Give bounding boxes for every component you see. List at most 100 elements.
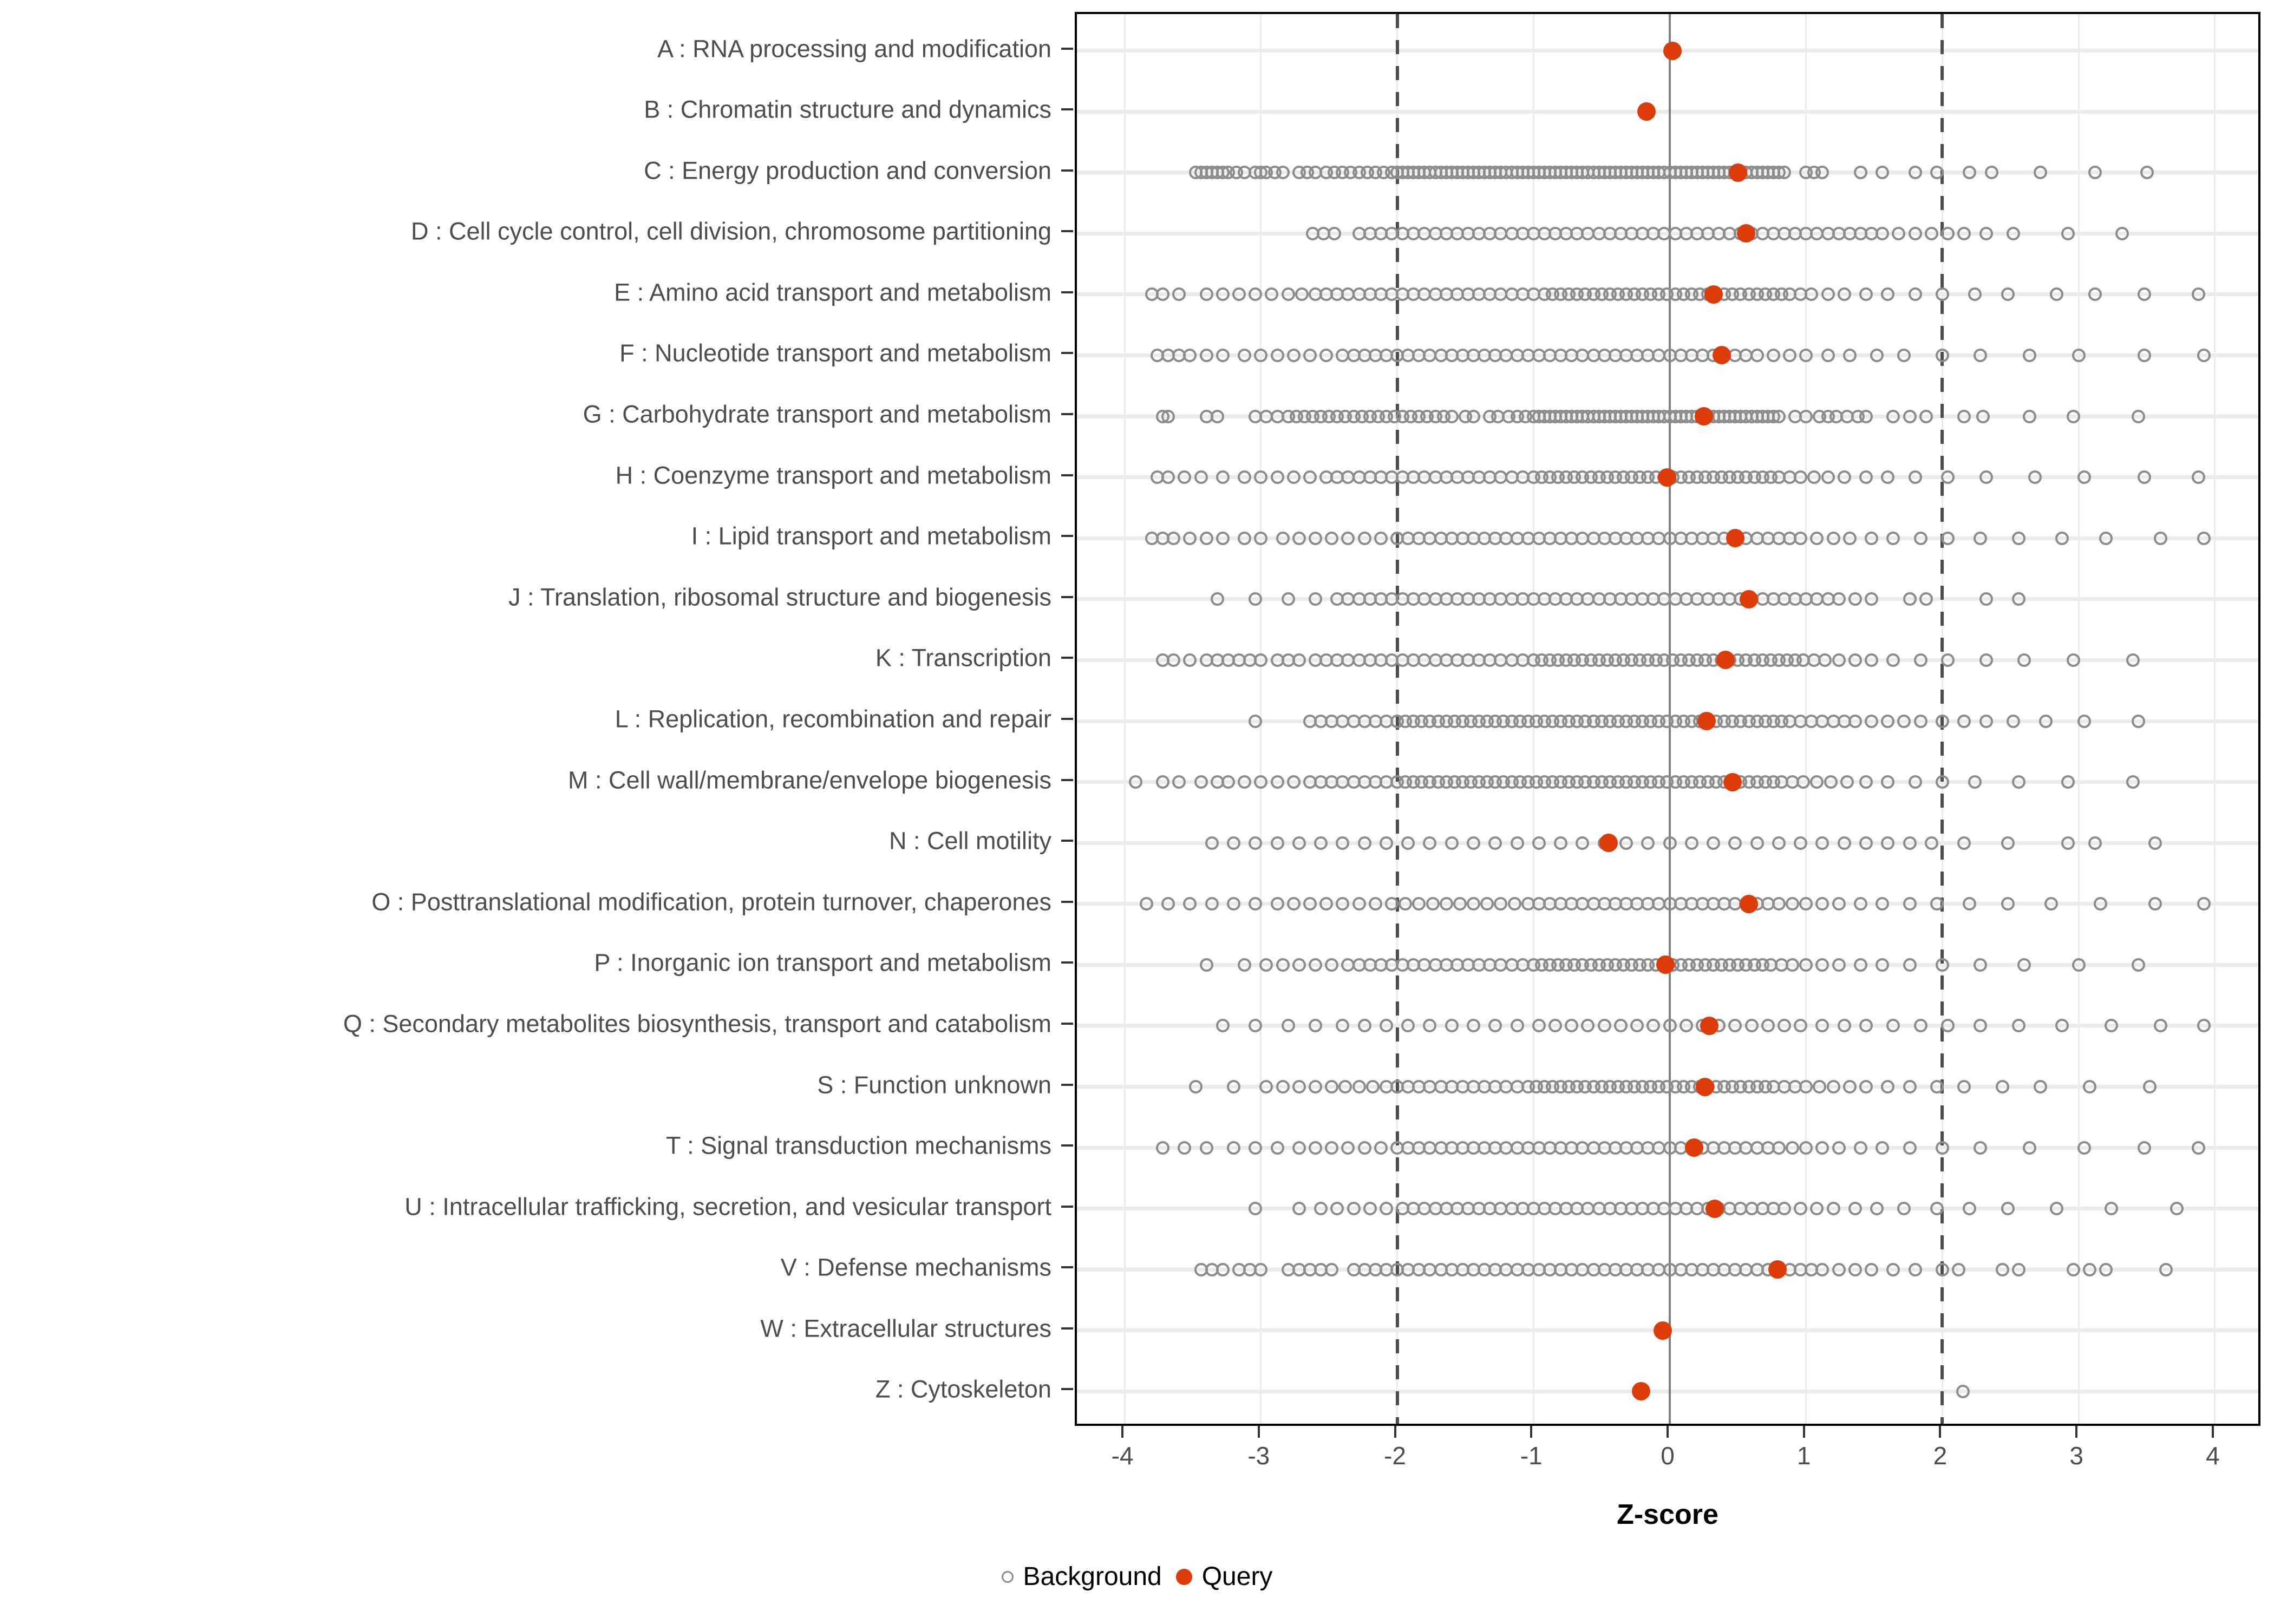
- background-point: [1777, 166, 1791, 180]
- background-point: [1865, 653, 1879, 667]
- y-axis-label-h: H : Coenzyme transport and metabolism: [615, 461, 1051, 489]
- background-point: [1554, 836, 1568, 850]
- background-point: [1281, 287, 1295, 302]
- background-point: [1249, 714, 1263, 728]
- background-point: [1976, 409, 1990, 423]
- legend-item-query[interactable]: Query: [1175, 1562, 1273, 1592]
- background-point: [1286, 897, 1301, 911]
- background-point: [1161, 897, 1175, 911]
- background-point: [1881, 287, 1895, 302]
- background-point: [1510, 1019, 1524, 1033]
- background-point: [1826, 1080, 1840, 1094]
- background-point: [1848, 592, 1862, 606]
- background-point: [1897, 714, 1911, 728]
- background-point: [1379, 1019, 1393, 1033]
- background-point: [2023, 348, 2037, 362]
- background-point: [1249, 287, 1263, 302]
- background-point: [1249, 1019, 1263, 1033]
- y-axis-tick: [1061, 718, 1073, 720]
- background-point: [1194, 470, 1208, 484]
- background-point: [1357, 836, 1371, 850]
- legend-label-query: Query: [1201, 1562, 1273, 1591]
- background-point: [1815, 958, 1829, 972]
- query-point: [1599, 834, 1618, 853]
- background-point: [1319, 897, 1334, 911]
- background-point: [1480, 897, 1494, 911]
- background-point: [1865, 714, 1879, 728]
- background-point: [1924, 836, 1938, 850]
- horizontal-gridline: [1077, 1389, 2258, 1393]
- background-point: [1357, 1141, 1371, 1155]
- background-point: [1810, 531, 1824, 545]
- background-point: [1903, 1080, 1917, 1094]
- background-point: [1783, 348, 1797, 362]
- background-point: [1439, 897, 1453, 911]
- background-point: [1254, 1262, 1268, 1276]
- legend-item-background[interactable]: Background: [1001, 1562, 1162, 1592]
- background-point: [1799, 897, 1813, 911]
- background-point: [1365, 1080, 1380, 1094]
- background-point: [1292, 1080, 1306, 1094]
- y-axis-label-c: C : Energy production and conversion: [644, 156, 1051, 185]
- background-point: [1876, 166, 1890, 180]
- y-axis-label-q: Q : Secondary metabolites biosynthesis, …: [343, 1010, 1051, 1038]
- background-point: [1309, 592, 1323, 606]
- background-point: [1357, 531, 1371, 545]
- background-point: [2050, 1202, 2064, 1216]
- background-point: [1886, 531, 1900, 545]
- background-point: [1892, 226, 1906, 240]
- y-axis-tick: [1061, 474, 1073, 476]
- y-axis-label-o: O : Posttranslational modification, prot…: [371, 888, 1051, 916]
- background-point: [2061, 836, 2075, 850]
- background-point: [1881, 714, 1895, 728]
- background-point: [1908, 287, 1922, 302]
- x-axis-tick-label-2: 2: [1933, 1442, 1948, 1470]
- background-point: [1876, 897, 1890, 911]
- y-axis-label-d: D : Cell cycle control, cell division, c…: [411, 217, 1051, 245]
- background-point: [2082, 1262, 2096, 1276]
- background-point: [1423, 836, 1437, 850]
- background-point: [2140, 166, 2154, 180]
- background-point: [1183, 897, 1197, 911]
- background-point: [1336, 897, 1350, 911]
- background-point: [2072, 348, 2086, 362]
- background-point: [1314, 1202, 1328, 1216]
- vertical-gridline-4: [2214, 14, 2216, 1424]
- background-point: [1963, 1202, 1977, 1216]
- background-point: [1249, 1141, 1263, 1155]
- background-point: [1684, 836, 1698, 850]
- background-point: [1786, 1141, 1800, 1155]
- background-point: [1330, 1202, 1344, 1216]
- y-axis-label-e: E : Amino acid transport and metabolism: [614, 278, 1051, 306]
- background-point: [1859, 775, 1873, 789]
- background-point: [1908, 775, 1922, 789]
- y-axis-label-g: G : Carbohydrate transport and metabolis…: [583, 400, 1051, 428]
- background-point: [2132, 958, 2146, 972]
- background-point: [1810, 775, 1824, 789]
- background-point: [1913, 653, 1927, 667]
- background-point: [1897, 348, 1911, 362]
- query-point: [1663, 41, 1682, 60]
- background-point: [1445, 409, 1459, 423]
- background-point: [1794, 836, 1808, 850]
- background-point: [1216, 348, 1230, 362]
- background-point: [1930, 166, 1944, 180]
- background-point: [1903, 958, 1917, 972]
- background-point: [2159, 1262, 2173, 1276]
- background-point: [1641, 836, 1655, 850]
- background-point: [1210, 592, 1224, 606]
- background-point: [1276, 1080, 1290, 1094]
- background-point: [1903, 1141, 1917, 1155]
- background-point: [1309, 958, 1323, 972]
- plot-panel: [1075, 12, 2260, 1426]
- background-point: [2105, 1019, 2119, 1033]
- background-point: [1810, 1202, 1824, 1216]
- background-point: [2066, 653, 2080, 667]
- background-point: [1352, 1080, 1366, 1094]
- background-point: [1957, 836, 1971, 850]
- background-point: [2023, 1141, 2037, 1155]
- background-point: [1254, 348, 1268, 362]
- background-point: [1292, 1141, 1306, 1155]
- background-point: [1799, 1141, 1813, 1155]
